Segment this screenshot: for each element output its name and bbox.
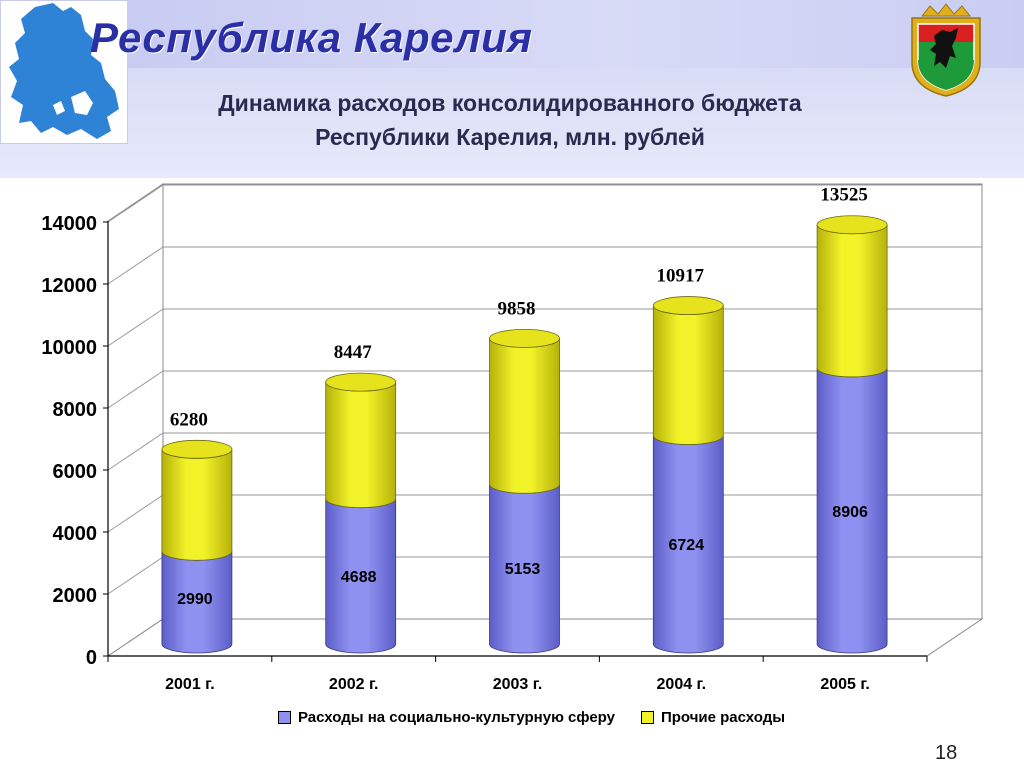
y-tick-label: 4000	[53, 523, 98, 545]
karelia-coat-of-arms-icon	[906, 2, 986, 98]
chart-subtitle: Динамика расходов консолидированного бюд…	[140, 86, 880, 154]
bar-other	[325, 382, 397, 509]
x-tick-label: 2001 г.	[165, 676, 215, 693]
bar-top-cap	[325, 372, 397, 392]
legend-item-other: Прочие расходы	[640, 708, 786, 726]
gridline-side	[107, 494, 164, 533]
data-label-social: 6724	[669, 537, 705, 554]
gridline-side	[107, 246, 164, 285]
data-label-total: 9858	[498, 298, 536, 319]
y-tick-label: 14000	[41, 213, 97, 235]
legend-item-social: Расходы на социально-культурную сферу	[278, 709, 615, 726]
subtitle-line-1: Динамика расходов консолидированного бюд…	[218, 90, 802, 116]
bar-top-cap	[816, 215, 888, 235]
bar-top-cap	[652, 296, 724, 315]
x-tick-label: 2005 г.	[820, 676, 870, 693]
page-title: Республика Карелия	[90, 14, 533, 61]
data-label-total: 8447	[334, 342, 373, 363]
y-tick-label: 6000	[53, 461, 98, 483]
x-tick-label: 2002 г.	[329, 676, 379, 693]
header-band	[0, 0, 1024, 68]
data-label-total: 13525	[820, 185, 868, 206]
chart-legend: Расходы на социально-культурную сферу Пр…	[244, 702, 944, 732]
bar-other	[652, 305, 724, 445]
karelia-map-icon	[0, 0, 128, 144]
bar-other	[816, 224, 888, 378]
data-label-total: 10917	[657, 266, 705, 287]
subtitle-line-2: Республики Карелия, млн. рублей	[315, 124, 705, 150]
data-label-social: 2990	[177, 591, 213, 608]
bar-other	[489, 338, 560, 494]
y-tick-label: 12000	[41, 275, 97, 297]
legend-swatch-other	[640, 710, 654, 724]
data-label-social: 5153	[505, 561, 541, 578]
stacked-bar-chart: 0 2000 4000 6000 8000 10000 12000 14000 2001 г. 2…	[41, 183, 984, 693]
gridline-side	[107, 370, 164, 409]
y-tick-label: 10000	[41, 337, 97, 359]
gridline-side	[107, 184, 164, 223]
y-tick-label: 0	[86, 647, 97, 669]
legend-swatch-social	[278, 710, 291, 724]
chart-side-wall	[107, 183, 164, 657]
y-tick-label: 2000	[53, 585, 98, 607]
bar-other	[161, 449, 233, 561]
x-tick-label: 2004 г.	[657, 676, 707, 693]
data-label-total: 6280	[170, 409, 208, 430]
bar-top-cap	[161, 439, 233, 459]
bar-top-cap	[489, 329, 560, 348]
legend-label-social: Расходы на социально-культурную сферу	[298, 708, 615, 726]
gridline-side	[107, 556, 164, 595]
legend-label-other: Прочие расходы	[660, 708, 786, 726]
page-number: 18	[935, 742, 958, 764]
gridline-side	[107, 432, 164, 471]
gridline-side	[107, 308, 164, 347]
x-tick-label: 2003 г.	[493, 676, 543, 693]
data-label-social: 8906	[832, 504, 868, 521]
data-label-social: 4688	[341, 569, 377, 586]
y-tick-label: 8000	[53, 399, 98, 421]
